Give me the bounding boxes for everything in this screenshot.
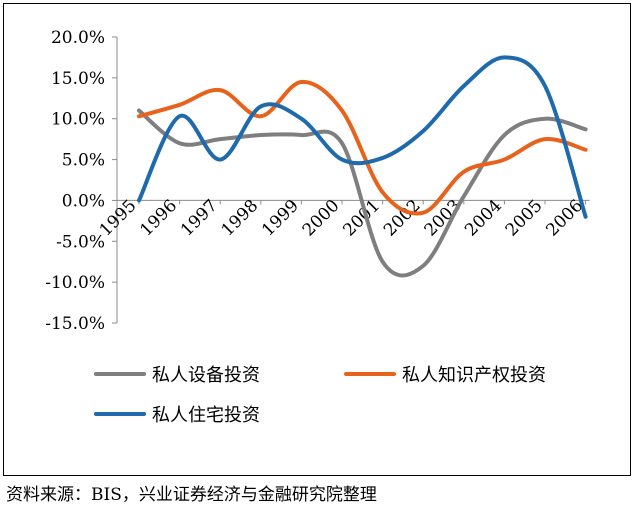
- x-tick-label: 2002: [380, 196, 425, 241]
- x-tick-label: 1997: [177, 196, 222, 241]
- legend-label-0: 私人设备投资: [152, 365, 260, 386]
- line-chart: 20.0% 15.0% 10.0% 5.0% 0.0% -5.0% -10.0% -15.0%…: [45, 28, 590, 426]
- series-line-2: [137, 55, 588, 219]
- x-tick-label: 2005: [502, 196, 547, 241]
- y-tick-label: 20.0%: [51, 28, 105, 48]
- series-line-0: [137, 108, 588, 278]
- y-tick-label: -5.0%: [56, 232, 105, 252]
- y-tick-label: -15.0%: [45, 314, 105, 334]
- x-tick-label: 1996: [136, 196, 181, 241]
- series-line-1: [137, 79, 588, 216]
- x-tick-label: 2004: [461, 196, 506, 241]
- y-tick-label: 0.0%: [62, 191, 105, 211]
- x-tick-label: 1998: [218, 196, 263, 241]
- chart-frame: 20.0% 15.0% 10.0% 5.0% 0.0% -5.0% -10.0% -15.0%…: [3, 3, 631, 476]
- legend-label-1: 私人知识产权投资: [402, 365, 546, 386]
- source-note: 资料来源：BIS，兴业证券经济与金融研究院整理: [6, 485, 377, 505]
- legend-label-2: 私人住宅投资: [152, 405, 260, 426]
- x-tick-label: 2000: [299, 196, 344, 241]
- y-tick-label: 15.0%: [51, 69, 105, 89]
- x-tick-label: 1999: [258, 196, 303, 241]
- y-tick-label: -10.0%: [45, 273, 105, 293]
- y-tick-label: 10.0%: [51, 110, 105, 130]
- y-tick-label: 5.0%: [62, 151, 105, 171]
